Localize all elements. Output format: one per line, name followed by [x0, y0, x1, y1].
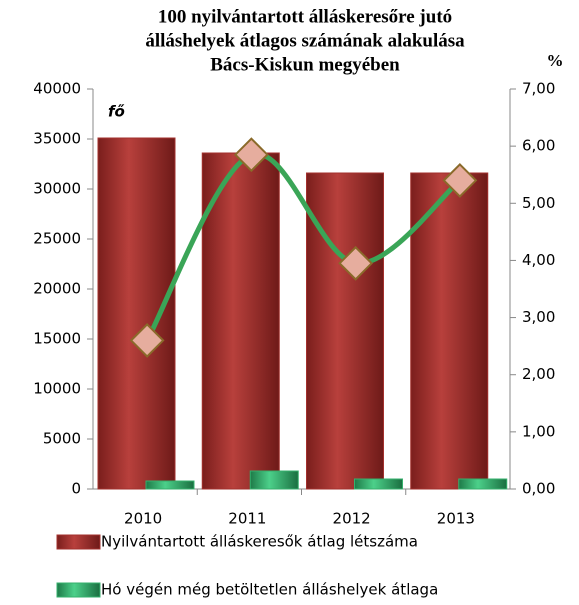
y2-tick-label: 5,00: [522, 194, 555, 212]
bar: [201, 152, 280, 490]
legend-label: Nyilvántartott álláskeresők átlag létszá…: [101, 533, 418, 551]
legend-label: Hó végén még betöltetlen álláshelyek átl…: [101, 581, 438, 599]
y2-tick-label: 4,00: [522, 251, 555, 269]
bar: [97, 137, 176, 490]
chart-title: álláshelyek átlagos számának alakulása: [145, 30, 465, 51]
y2-tick-label: 1,00: [522, 422, 555, 440]
y-tick-label: 40000: [33, 80, 81, 98]
chart-title: Bács-Kiskun megyében: [210, 54, 400, 75]
y-tick-label: 10000: [33, 380, 81, 398]
y-tick-label: 30000: [33, 180, 81, 198]
legend-swatch: [56, 582, 101, 598]
line-marker: [129, 323, 165, 358]
y-tick-label: 0: [71, 480, 81, 498]
y2-tick-label: 2,00: [522, 365, 555, 383]
line-marker: [233, 137, 269, 173]
bar: [410, 172, 489, 490]
x-tick-label: 2010: [124, 510, 162, 528]
bar: [354, 478, 403, 490]
y2-tick-label: 0,00: [522, 480, 555, 498]
y2-tick-label: 7,00: [522, 80, 555, 98]
bar: [306, 172, 384, 490]
y2-tick-label: 3,00: [522, 308, 555, 326]
line: [144, 151, 462, 342]
x-tick-label: 2013: [437, 510, 475, 528]
legend-swatch: [56, 534, 101, 550]
y-tick-label: 15000: [33, 330, 81, 348]
x-tick-label: 2012: [333, 510, 371, 528]
y-tick-label: 25000: [33, 230, 81, 248]
chart-title: 100 nyilvántartott álláskeresőre jutó: [158, 6, 452, 27]
bar: [458, 478, 508, 490]
bar: [249, 470, 299, 490]
x-tick-label: 2011: [228, 510, 266, 528]
y-tick-label: 5000: [43, 430, 81, 448]
bar: [145, 480, 195, 490]
y2-tick-label: 6,00: [522, 137, 555, 155]
y-tick-label: 35000: [33, 130, 81, 148]
y-tick-label: 20000: [33, 280, 81, 298]
y-axis-label: fő: [108, 103, 125, 121]
y2-axis-label: %: [547, 51, 564, 70]
line-marker: [338, 245, 374, 281]
line-marker: [442, 163, 478, 198]
